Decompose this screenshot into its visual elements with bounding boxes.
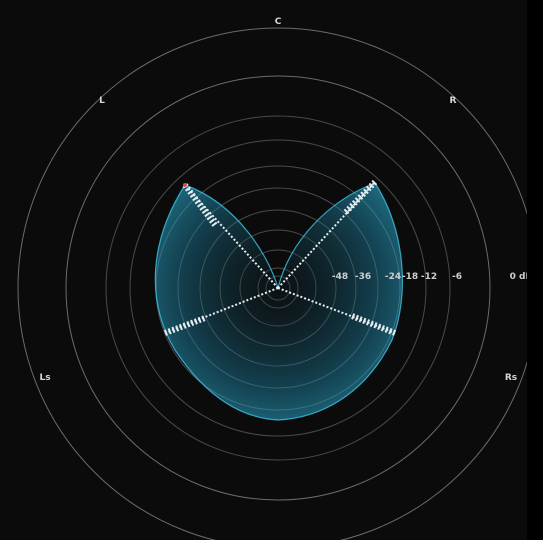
db-ring bbox=[105, 115, 451, 461]
db-label-minus12: -12 bbox=[420, 272, 438, 282]
db-label-minus36: -36 bbox=[354, 272, 372, 282]
db-label-minus18: -18 bbox=[401, 272, 419, 282]
db-ring bbox=[129, 139, 427, 437]
channel-label-ls: Ls bbox=[39, 373, 51, 383]
channel-label-r: R bbox=[449, 96, 457, 106]
right-edge-mask bbox=[527, 0, 543, 540]
signal-lobe-left bbox=[154, 182, 403, 421]
db-label-0db: 0 dB bbox=[509, 272, 533, 282]
channel-label-c: C bbox=[274, 17, 282, 27]
db-ring bbox=[17, 27, 539, 540]
db-label-minus48: -48 bbox=[331, 272, 349, 282]
db-label-minus6: -6 bbox=[452, 272, 462, 282]
channel-label-rs: Rs bbox=[504, 373, 518, 383]
signal-lobes bbox=[154, 182, 403, 421]
meter-r-peak bbox=[342, 179, 378, 216]
meter-l-trace bbox=[184, 184, 279, 289]
meter-ls-peak bbox=[163, 315, 207, 336]
db-rings bbox=[17, 27, 539, 540]
db-ring bbox=[65, 75, 491, 501]
channel-meters bbox=[163, 179, 397, 336]
meter-l-peak bbox=[182, 183, 218, 227]
db-label-minus24: -24 bbox=[384, 272, 402, 282]
meter-l-clip-indicator bbox=[183, 183, 187, 187]
channel-label-l: L bbox=[99, 96, 105, 106]
